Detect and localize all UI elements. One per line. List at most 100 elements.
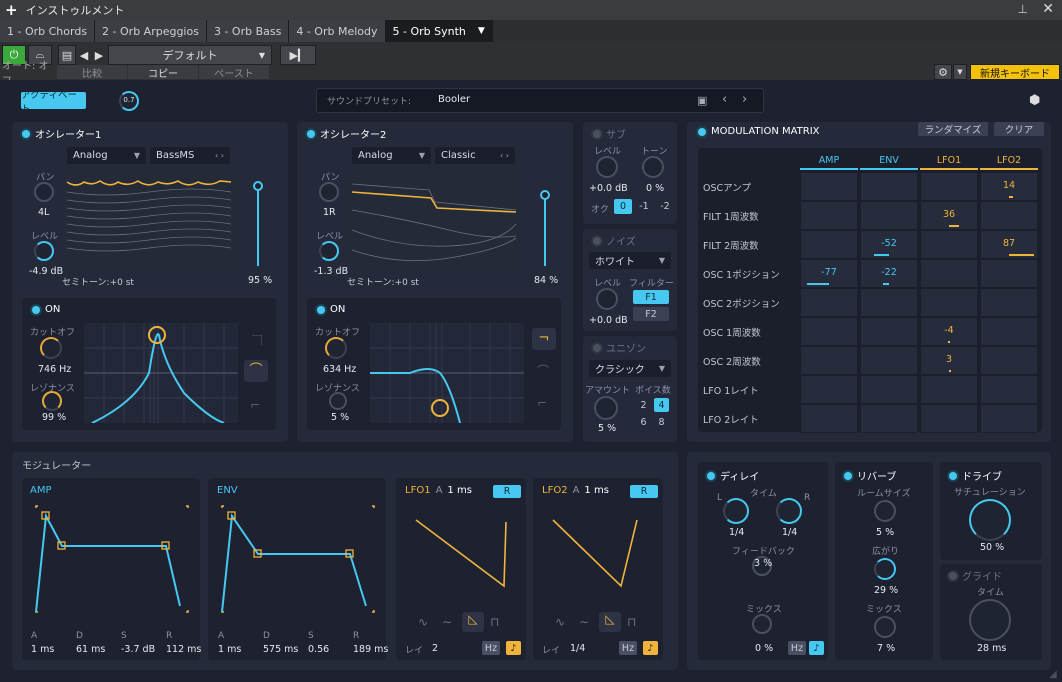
delay-time-r-knob[interactable] xyxy=(776,498,802,524)
env-param-value[interactable]: 575 ms xyxy=(263,644,299,655)
reverb-header[interactable]: リバーブ xyxy=(844,468,896,483)
amp-env-graph[interactable] xyxy=(32,502,192,616)
noise-power-icon[interactable] xyxy=(593,236,601,245)
randomize-button[interactable]: ランダマイズ xyxy=(918,122,988,136)
noise-filter-f2[interactable]: F2 xyxy=(633,307,669,321)
osc1-res-knob[interactable] xyxy=(42,391,62,411)
matrix-value[interactable]: -52 xyxy=(881,238,897,249)
matrix-cell[interactable] xyxy=(920,404,978,433)
unison-header[interactable]: ユニゾン xyxy=(593,340,646,355)
reverb-size-knob[interactable] xyxy=(874,500,896,522)
env-param-value[interactable]: 1 ms xyxy=(218,644,242,655)
matrix-value[interactable]: -22 xyxy=(881,267,897,278)
sub-header[interactable]: サブ xyxy=(593,126,626,141)
compare-button[interactable]: 比較 xyxy=(57,65,127,80)
matrix-cell[interactable] xyxy=(800,172,858,201)
amp-param-value[interactable]: 112 ms xyxy=(166,644,202,655)
matrix-cell[interactable] xyxy=(860,288,918,317)
lfo2-hz-button[interactable]: Hz xyxy=(619,641,637,655)
sub-level-knob[interactable] xyxy=(596,156,618,178)
matrix-value[interactable]: 36 xyxy=(942,209,956,220)
chevron-down-icon[interactable]: ▼ xyxy=(477,26,485,36)
matrix-value[interactable]: 87 xyxy=(1002,238,1016,249)
delay-time-l-knob[interactable] xyxy=(723,498,749,524)
matrix-cell[interactable] xyxy=(920,375,978,404)
osc1-header[interactable]: オシレーター1 xyxy=(22,126,101,141)
env-param-value[interactable]: 189 ms xyxy=(353,644,389,655)
lfo2-wave-saw-icon[interactable]: ◺ xyxy=(599,612,621,632)
close-icon[interactable]: ✕ xyxy=(1042,1,1054,17)
matrix-header[interactable]: MODULATION MATRIX xyxy=(698,126,820,137)
osc2-level-knob[interactable] xyxy=(319,241,339,261)
env-param-value[interactable]: 0.56 xyxy=(308,644,330,655)
master-knob[interactable] xyxy=(119,91,139,111)
matrix-cell[interactable] xyxy=(920,288,978,317)
activate-button[interactable]: アクティベート xyxy=(21,90,86,115)
resize-grip-icon[interactable]: ◢ xyxy=(1049,669,1057,680)
noise-type-select[interactable]: ホワイト ▼ xyxy=(589,252,671,269)
prev-preset-icon[interactable]: ◀ xyxy=(77,45,91,65)
sub-oct-minus1[interactable]: -1 xyxy=(639,201,649,212)
clear-button[interactable]: クリア xyxy=(994,122,1044,136)
tab-orb-chords[interactable]: 1 - Orb Chords xyxy=(0,20,96,42)
monitor-icon[interactable]: ⌓ xyxy=(28,45,52,65)
matrix-value[interactable]: 14 xyxy=(1002,180,1016,191)
osc2-pan-knob[interactable] xyxy=(319,182,339,202)
delay-header[interactable]: ディレイ xyxy=(707,468,759,483)
matrix-cell[interactable] xyxy=(860,317,918,346)
reverb-power-icon[interactable] xyxy=(844,471,852,480)
osc2-cutoff-knob[interactable] xyxy=(325,337,347,359)
tab-orb-bass[interactable]: 3 - Orb Bass xyxy=(206,20,290,42)
matrix-value[interactable]: 3 xyxy=(945,354,953,365)
new-keyboard-button[interactable]: 新規キーボード xyxy=(970,64,1060,80)
gear-icon[interactable]: ⚙ xyxy=(934,64,952,80)
amp-param-value[interactable]: 61 ms xyxy=(76,644,106,655)
osc2-wave-select[interactable]: Classic ‹ › xyxy=(435,147,515,164)
matrix-cell[interactable] xyxy=(860,259,918,288)
delay-mix-knob[interactable] xyxy=(752,614,772,634)
glide-header[interactable]: グライド xyxy=(949,568,1002,583)
osc1-power-icon[interactable] xyxy=(22,129,30,138)
reverb-width-knob[interactable] xyxy=(874,558,896,580)
lfo1-wave-sine-icon[interactable]: ∿ xyxy=(418,615,429,629)
osc2-power-icon[interactable] xyxy=(307,129,315,138)
filter2-lowpass-icon[interactable]: ¬ xyxy=(532,328,556,350)
lfo2-rate-value[interactable]: 1/4 xyxy=(570,643,586,654)
tab-orb-arpeggios[interactable]: 2 - Orb Arpeggios xyxy=(95,20,207,42)
matrix-cell[interactable] xyxy=(980,317,1038,346)
filter1-power-icon[interactable] xyxy=(32,305,40,314)
note-icon[interactable]: ♪ xyxy=(643,641,658,655)
load-icon[interactable]: ▶▎ xyxy=(280,45,316,65)
matrix-cell[interactable] xyxy=(800,288,858,317)
noise-level-knob[interactable] xyxy=(596,288,618,310)
filter2-highpass-icon[interactable]: ⌐ xyxy=(537,396,548,410)
glide-power-icon[interactable] xyxy=(949,571,957,580)
unison-voices-8[interactable]: 8 xyxy=(658,416,665,428)
lfo1-wave-saw-icon[interactable]: ◺ xyxy=(462,612,484,632)
matrix-cell[interactable] xyxy=(920,172,978,201)
matrix-cell[interactable] xyxy=(800,404,858,433)
osc1-amount-slider[interactable] xyxy=(257,186,259,266)
sub-tone-knob[interactable] xyxy=(642,156,664,178)
matrix-cell[interactable] xyxy=(800,317,858,346)
matrix-value[interactable]: -4 xyxy=(944,325,954,336)
osc1-level-knob[interactable] xyxy=(34,241,54,261)
lfo2-wave-tri-icon[interactable]: ∼ xyxy=(579,615,590,629)
filter2-bandpass-icon[interactable]: ⌒ xyxy=(537,364,550,378)
filter2-power-icon[interactable] xyxy=(317,305,325,314)
sub-oct-minus2[interactable]: -2 xyxy=(660,201,670,212)
amp-param-value[interactable]: -3.7 dB xyxy=(121,644,156,655)
preset-selector[interactable]: デフォルト ▼ xyxy=(108,45,272,65)
note-icon[interactable]: ♪ xyxy=(809,641,824,655)
matrix-cell[interactable] xyxy=(980,201,1038,230)
matrix-cell[interactable] xyxy=(980,404,1038,433)
lfo1-wave-tri-icon[interactable]: ∼ xyxy=(442,615,453,629)
drive-header[interactable]: ドライブ xyxy=(949,468,1002,483)
matrix-cell[interactable] xyxy=(980,288,1038,317)
power-button[interactable]: ⏻ xyxy=(2,45,26,65)
delay-hz-button[interactable]: Hz xyxy=(788,641,806,655)
save-icon[interactable]: ▣ xyxy=(697,94,708,107)
lfo1-retrigger-button[interactable]: R xyxy=(493,485,521,498)
unison-voices-4[interactable]: 4 xyxy=(654,398,669,412)
osc1-filter-header[interactable]: ON xyxy=(32,304,60,315)
